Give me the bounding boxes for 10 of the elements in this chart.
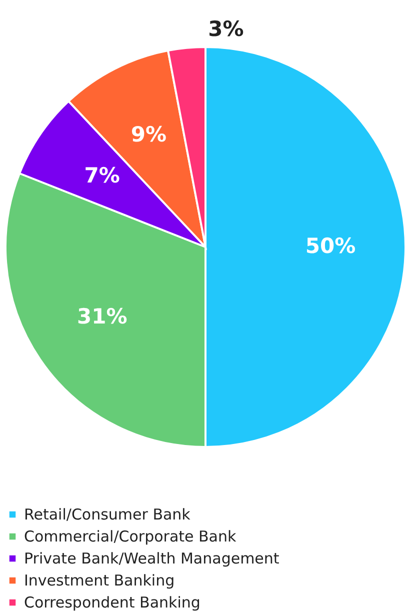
data-label: 50% [305,234,356,258]
data-label: 7% [84,164,120,188]
legend-label: Commercial/Corporate Bank [24,528,237,546]
data-label: 3% [208,16,244,41]
legend-label: Private Bank/Wealth Management [24,550,280,568]
data-label: 31% [76,304,128,328]
data-label: 9% [130,122,167,147]
legend-label: Investment Banking [24,572,175,590]
legend-label: Retail/Consumer Bank [24,506,191,524]
legend-label: Correspondent Banking [24,594,200,612]
